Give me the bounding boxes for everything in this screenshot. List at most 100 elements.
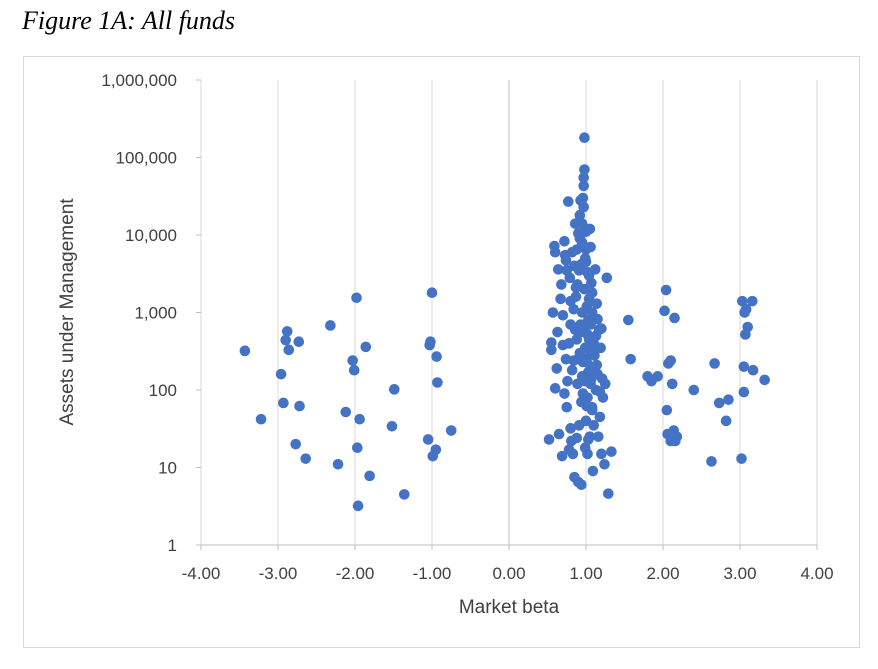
data-point	[660, 284, 672, 296]
data-point	[364, 470, 375, 482]
data-point	[584, 223, 596, 235]
data-point	[593, 431, 604, 442]
data-point	[583, 293, 595, 305]
data-point	[560, 353, 572, 365]
data-point	[706, 456, 717, 467]
data-point	[426, 287, 438, 299]
data-point	[563, 338, 575, 349]
data-point	[425, 336, 436, 347]
data-point	[300, 453, 312, 464]
data-point	[578, 172, 589, 183]
data-point	[552, 326, 563, 338]
x-tick-label: 1.00	[569, 564, 602, 583]
x-tick-label: -3.00	[259, 564, 298, 583]
data-point	[586, 307, 598, 318]
data-point	[586, 404, 598, 416]
data-point	[737, 295, 748, 307]
data-point	[556, 279, 567, 290]
data-point	[582, 448, 593, 460]
data-point	[430, 444, 442, 455]
data-point	[580, 415, 592, 427]
data-point	[586, 277, 597, 289]
data-point	[566, 364, 578, 376]
data-point	[543, 434, 555, 445]
x-tick-label: 0.00	[492, 564, 525, 583]
data-point	[661, 404, 673, 416]
data-point	[398, 489, 410, 500]
data-point	[293, 336, 305, 347]
x-tick-label: 3.00	[723, 564, 756, 583]
data-point	[587, 465, 599, 477]
y-tick-label: 1	[168, 536, 177, 555]
data-point	[738, 361, 750, 372]
data-point	[560, 255, 572, 266]
data-point	[577, 192, 589, 204]
data-point	[579, 375, 591, 387]
data-point	[559, 388, 570, 399]
data-point	[593, 324, 605, 335]
data-point	[546, 337, 557, 348]
data-point	[283, 344, 295, 356]
data-point	[549, 383, 561, 394]
data-point	[623, 314, 634, 326]
tick-labels: 1 10 100 1,000 10,000 100,000 1,000,000 -4.00 -3…	[101, 71, 833, 583]
data-point	[709, 358, 720, 369]
data-point	[603, 488, 614, 499]
data-point	[565, 423, 576, 434]
figure-title: Figure 1A: All funds	[22, 6, 236, 35]
x-tick-label: 2.00	[646, 564, 679, 583]
data-point	[290, 438, 302, 450]
data-point	[552, 264, 564, 275]
data-point	[594, 386, 606, 398]
data-point	[354, 413, 365, 425]
data-point	[280, 334, 292, 346]
data-point	[549, 246, 561, 258]
data-point	[669, 312, 680, 324]
x-axis-title: Market beta	[459, 597, 560, 618]
y-tick-label: 1,000,000	[101, 71, 177, 90]
data-point	[589, 350, 600, 361]
y-tick-label: 10	[158, 459, 177, 478]
data-point	[580, 244, 592, 255]
data-point	[579, 132, 590, 144]
data-point	[582, 267, 593, 278]
data-point	[431, 351, 442, 362]
data-point	[571, 244, 583, 255]
data-point	[747, 364, 759, 376]
data-point	[736, 453, 747, 464]
data-point	[659, 305, 670, 317]
data-point	[601, 272, 613, 284]
data-point	[571, 432, 583, 444]
y-tick-label: 1,000	[134, 304, 177, 323]
data-point	[574, 233, 586, 244]
data-point	[553, 428, 565, 440]
data-point	[594, 411, 606, 423]
data-point	[747, 295, 758, 307]
data-point	[573, 353, 584, 365]
data-point	[352, 442, 363, 454]
data-point	[281, 326, 293, 337]
data-point	[588, 420, 599, 431]
data-points	[239, 132, 770, 512]
data-point	[325, 320, 336, 331]
data-point	[570, 291, 582, 302]
data-point	[432, 377, 443, 388]
data-point	[582, 329, 593, 340]
x-tick-label: -2.00	[336, 564, 375, 583]
data-point	[576, 479, 587, 490]
data-point	[422, 434, 434, 445]
x-tick-label: -4.00	[182, 564, 221, 583]
data-point	[576, 218, 588, 229]
data-point	[294, 400, 305, 412]
data-point	[688, 384, 700, 396]
data-point	[568, 303, 579, 315]
data-point	[562, 196, 574, 207]
data-point	[740, 303, 752, 315]
data-point	[564, 272, 576, 284]
data-point	[742, 321, 753, 333]
data-point	[551, 363, 563, 374]
data-point	[567, 448, 579, 460]
data-point	[579, 164, 590, 175]
data-point	[340, 406, 352, 418]
